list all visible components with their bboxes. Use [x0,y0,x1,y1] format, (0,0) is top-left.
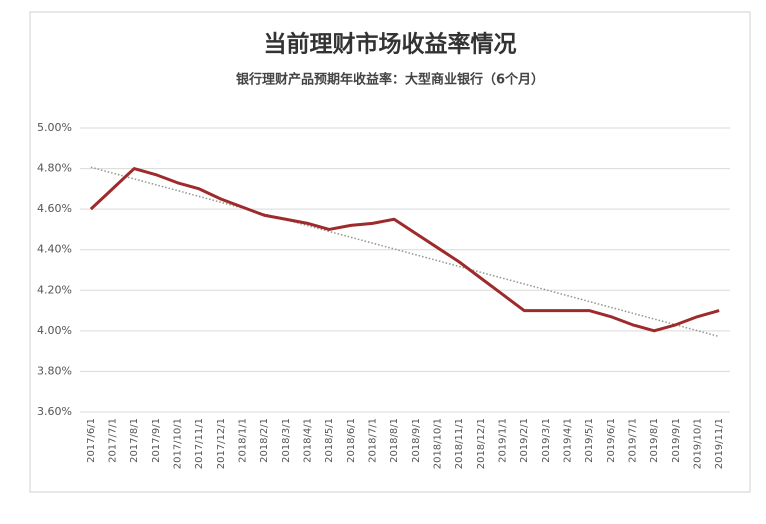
x-tick-label: 2019/3/1 [541,418,552,463]
x-tick-label: 2018/8/1 [389,418,400,463]
x-tick-label: 2017/9/1 [151,418,162,463]
x-tick-label: 2019/1/1 [498,418,509,463]
x-tick-label: 2018/2/1 [259,418,270,463]
x-tick-label: 2019/7/1 [628,418,639,463]
x-tick-label: 2018/6/1 [346,418,357,463]
x-tick-label: 2017/6/1 [86,418,97,463]
y-tick-label: 3.60% [37,405,72,418]
y-tick-label: 4.60% [37,202,72,215]
x-tick-label: 2019/9/1 [671,418,682,463]
x-tick-label: 2017/10/1 [173,418,184,469]
x-tick-label: 2018/9/1 [411,418,422,463]
x-tick-label: 2019/10/1 [693,418,704,469]
x-tick-label: 2018/11/1 [454,418,465,469]
x-tick-label: 2017/7/1 [108,418,119,463]
y-tick-label: 4.40% [37,243,72,256]
x-tick-label: 2019/6/1 [606,418,617,463]
y-tick-label: 4.80% [37,162,72,175]
x-tick-label: 2019/4/1 [563,418,574,463]
chart-subtitle: 银行理财产品预期年收益率：大型商业银行（6个月） [236,72,544,88]
x-tick-label: 2018/10/1 [433,418,444,469]
x-tick-label: 2018/12/1 [476,418,487,469]
y-tick-label: 3.80% [37,364,72,377]
y-tick-label: 4.20% [37,283,72,296]
y-tick-label: 5.00% [37,121,72,134]
x-tick-label: 2017/11/1 [194,418,205,469]
x-tick-label: 2019/11/1 [714,418,725,469]
x-tick-label: 2018/1/1 [238,418,249,463]
x-tick-label: 2018/7/1 [368,418,379,463]
y-tick-label: 4.00% [37,324,72,337]
x-tick-label: 2018/4/1 [303,418,314,463]
data-line [89,167,720,333]
x-tick-label: 2017/12/1 [216,418,227,469]
x-tick-label: 2017/8/1 [129,418,140,463]
x-tick-label: 2018/3/1 [281,418,292,463]
chart-title: 当前理财市场收益率情况 [264,31,517,58]
x-tick-label: 2019/8/1 [649,418,660,463]
x-tick-label: 2019/5/1 [584,418,595,463]
x-tick-label: 2018/5/1 [324,418,335,463]
x-tick-label: 2019/2/1 [519,418,530,463]
